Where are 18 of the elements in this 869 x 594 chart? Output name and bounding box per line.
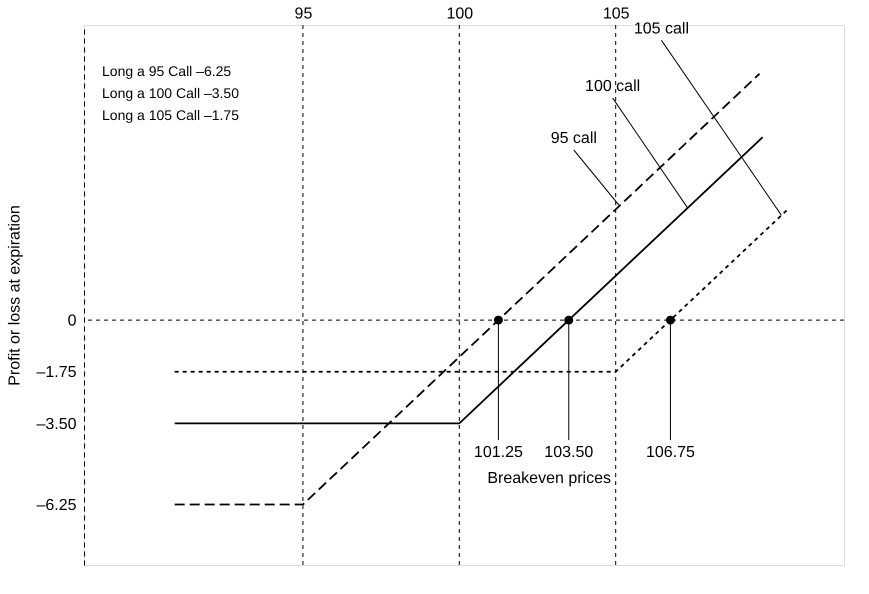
annotation: 95 call — [550, 130, 597, 147]
x-tick-label: 105 — [602, 6, 630, 22]
annotation: 103.50 — [544, 444, 594, 462]
annotation: 101.25 — [474, 444, 523, 462]
y-tick-label: –3.50 — [36, 416, 77, 433]
y-tick-label: –1.75 — [36, 364, 77, 382]
x-tick-label: 100 — [446, 6, 474, 22]
annotation: 106.75 — [646, 444, 695, 462]
annotation: 100 call — [585, 78, 640, 95]
y-tick-label: 0 — [68, 312, 77, 330]
annotation: Long a 95 Call –6.25 — [102, 63, 232, 79]
annotation: Long a 105 Call –1.75 — [102, 107, 240, 123]
annotation: Long a 100 Call –3.50 — [102, 85, 240, 101]
y-tick-label: –6.25 — [36, 497, 77, 514]
x-tick-label: 95 — [294, 6, 312, 22]
y-axis-title: Profit or loss at expiration — [6, 205, 24, 386]
annotation: 105 call — [634, 20, 690, 38]
annotation: Breakeven prices — [487, 470, 612, 488]
